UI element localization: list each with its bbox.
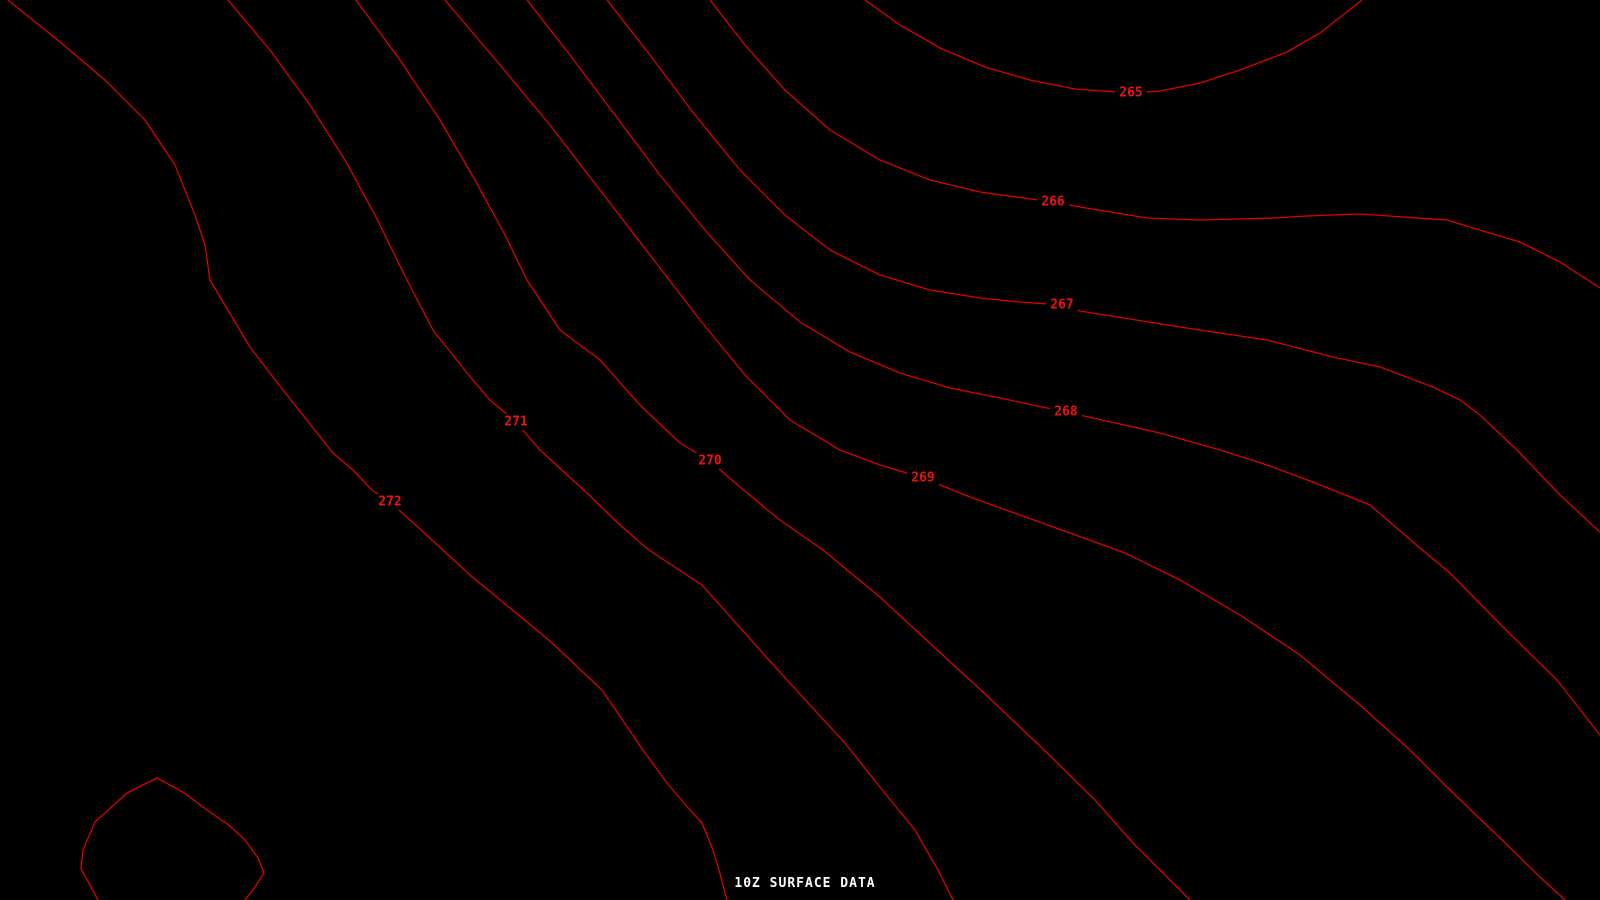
contour-line xyxy=(709,0,1600,289)
contour-line xyxy=(227,0,954,900)
contour-label: 269 xyxy=(911,471,934,486)
contour-label-mask xyxy=(1037,194,1069,210)
contour-label: 265 xyxy=(1119,86,1142,101)
contour-label: 268 xyxy=(1054,405,1078,420)
contour-label-mask xyxy=(374,494,406,510)
contour-line xyxy=(444,0,1566,900)
contour-label: 266 xyxy=(1041,195,1065,210)
contour-line xyxy=(355,0,1191,900)
contour-line xyxy=(606,0,1600,533)
contour-label-mask xyxy=(1050,404,1082,420)
contour-line xyxy=(7,0,728,900)
contour-label: 272 xyxy=(378,495,401,510)
contour-line xyxy=(80,777,265,900)
contour-label-mask xyxy=(907,470,939,486)
contour-label: 270 xyxy=(698,454,722,469)
contour-label-mask xyxy=(1046,297,1078,313)
contour-label: 267 xyxy=(1050,298,1073,313)
plot-title: 10Z SURFACE DATA xyxy=(734,876,876,891)
contour-label-mask xyxy=(694,453,726,469)
contour-line xyxy=(864,0,1363,94)
contour-label-mask xyxy=(500,414,532,430)
contour-line xyxy=(526,0,1600,736)
contour-label: 271 xyxy=(504,415,528,430)
contour-label-mask xyxy=(1115,85,1147,101)
